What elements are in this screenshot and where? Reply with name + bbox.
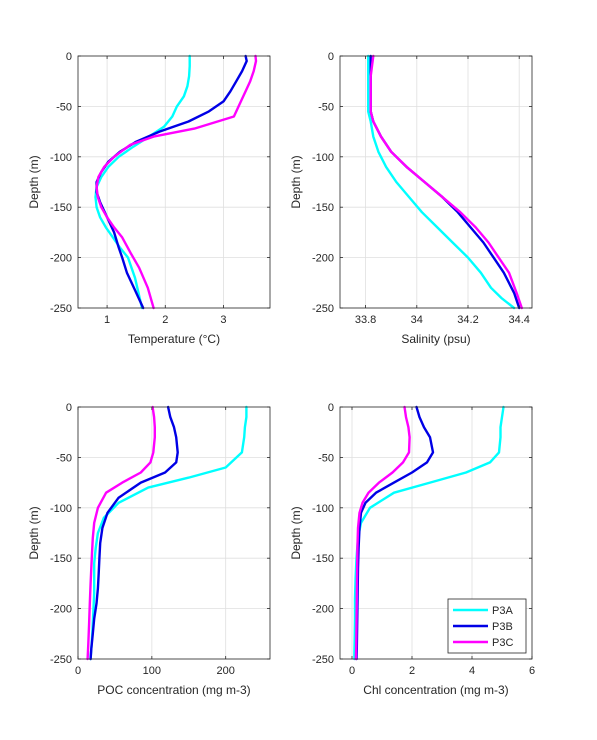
- plot-area: [78, 56, 270, 308]
- y-axis-label: Depth (m): [289, 155, 303, 208]
- y-tick-label: -100: [50, 503, 72, 515]
- legend-label-p3b: P3B: [492, 621, 513, 633]
- y-axis-label: Depth (m): [289, 506, 303, 559]
- series-line-p3a: [94, 54, 191, 310]
- x-tick-label: 34: [411, 314, 423, 326]
- x-tick-label: 6: [529, 665, 535, 677]
- y-tick-label: -200: [312, 604, 334, 616]
- x-tick-label: 34.2: [457, 314, 478, 326]
- x-tick-label: 2: [162, 314, 168, 326]
- x-tick-label: 3: [220, 314, 226, 326]
- y-tick-label: -50: [318, 452, 334, 464]
- y-tick-label: -200: [50, 253, 72, 265]
- y-tick-label: -150: [312, 553, 334, 565]
- y-tick-label: -250: [50, 654, 72, 666]
- x-tick-label: 0: [349, 665, 355, 677]
- x-axis-label: Temperature (°C): [128, 332, 220, 346]
- chart-panel-2: 33.8 34 34.2 34.4 0 -50 -100 -150 -200 -250 Salini…: [289, 51, 533, 346]
- y-axis-label: Depth (m): [27, 155, 41, 208]
- series-line-p3a: [367, 54, 516, 310]
- series-line-p3c: [354, 405, 411, 661]
- x-axis-label: POC concentration (mg m-3): [97, 683, 250, 697]
- legend: P3A P3B P3C: [447, 598, 527, 654]
- chart-panel-1: 1 2 3 0 -50 -100 -150 -200 -250 Temperature (°C) D…: [27, 51, 271, 346]
- series-line-p3c: [369, 54, 523, 310]
- chart-panel-4: 0 2 4 6 0 -50 -100 -150 -200 -250 Chl concentratio…: [289, 402, 535, 697]
- y-tick-label: -200: [50, 604, 72, 616]
- y-tick-label: 0: [66, 402, 72, 414]
- x-tick-label: 100: [143, 665, 161, 677]
- axes-box: [77, 406, 271, 660]
- series-line-p3a: [353, 405, 505, 661]
- series-line-p3c: [95, 54, 258, 310]
- legend-label-p3a: P3A: [492, 605, 513, 617]
- y-tick-label: -250: [50, 303, 72, 315]
- y-tick-label: -250: [312, 303, 334, 315]
- y-tick-label: -250: [312, 654, 334, 666]
- x-tick-label: 1: [104, 314, 110, 326]
- y-tick-label: -50: [56, 452, 72, 464]
- y-tick-label: -200: [312, 253, 334, 265]
- series-line-p3b: [89, 405, 179, 661]
- x-axis-label: Salinity (psu): [401, 332, 470, 346]
- y-tick-label: -150: [312, 202, 334, 214]
- x-tick-label: 200: [217, 665, 235, 677]
- y-tick-label: -50: [318, 101, 334, 113]
- x-tick-label: 33.8: [355, 314, 376, 326]
- chart-panel-3: 0 100 200 0 -50 -100 -150 -200 -250 POC concentra…: [27, 402, 271, 697]
- y-tick-label: -50: [56, 101, 72, 113]
- legend-label-p3c: P3C: [492, 637, 513, 649]
- axes-box: [77, 55, 271, 309]
- y-tick-label: -150: [50, 553, 72, 565]
- y-tick-label: -100: [312, 152, 334, 164]
- y-tick-label: -150: [50, 202, 72, 214]
- y-tick-label: 0: [328, 51, 334, 63]
- axes-box: [339, 406, 533, 660]
- y-tick-label: -100: [312, 503, 334, 515]
- x-tick-label: 2: [409, 665, 415, 677]
- series-line-p3c: [86, 405, 157, 661]
- y-tick-label: -100: [50, 152, 72, 164]
- x-tick-label: 0: [75, 665, 81, 677]
- x-tick-label: 4: [469, 665, 475, 677]
- x-tick-label: 34.4: [508, 314, 529, 326]
- plot-area: [78, 407, 270, 659]
- axes-box: [339, 55, 533, 309]
- y-tick-label: 0: [66, 51, 72, 63]
- y-axis-label: Depth (m): [27, 506, 41, 559]
- x-axis-label: Chl concentration (mg m-3): [363, 683, 508, 697]
- y-tick-label: 0: [328, 402, 334, 414]
